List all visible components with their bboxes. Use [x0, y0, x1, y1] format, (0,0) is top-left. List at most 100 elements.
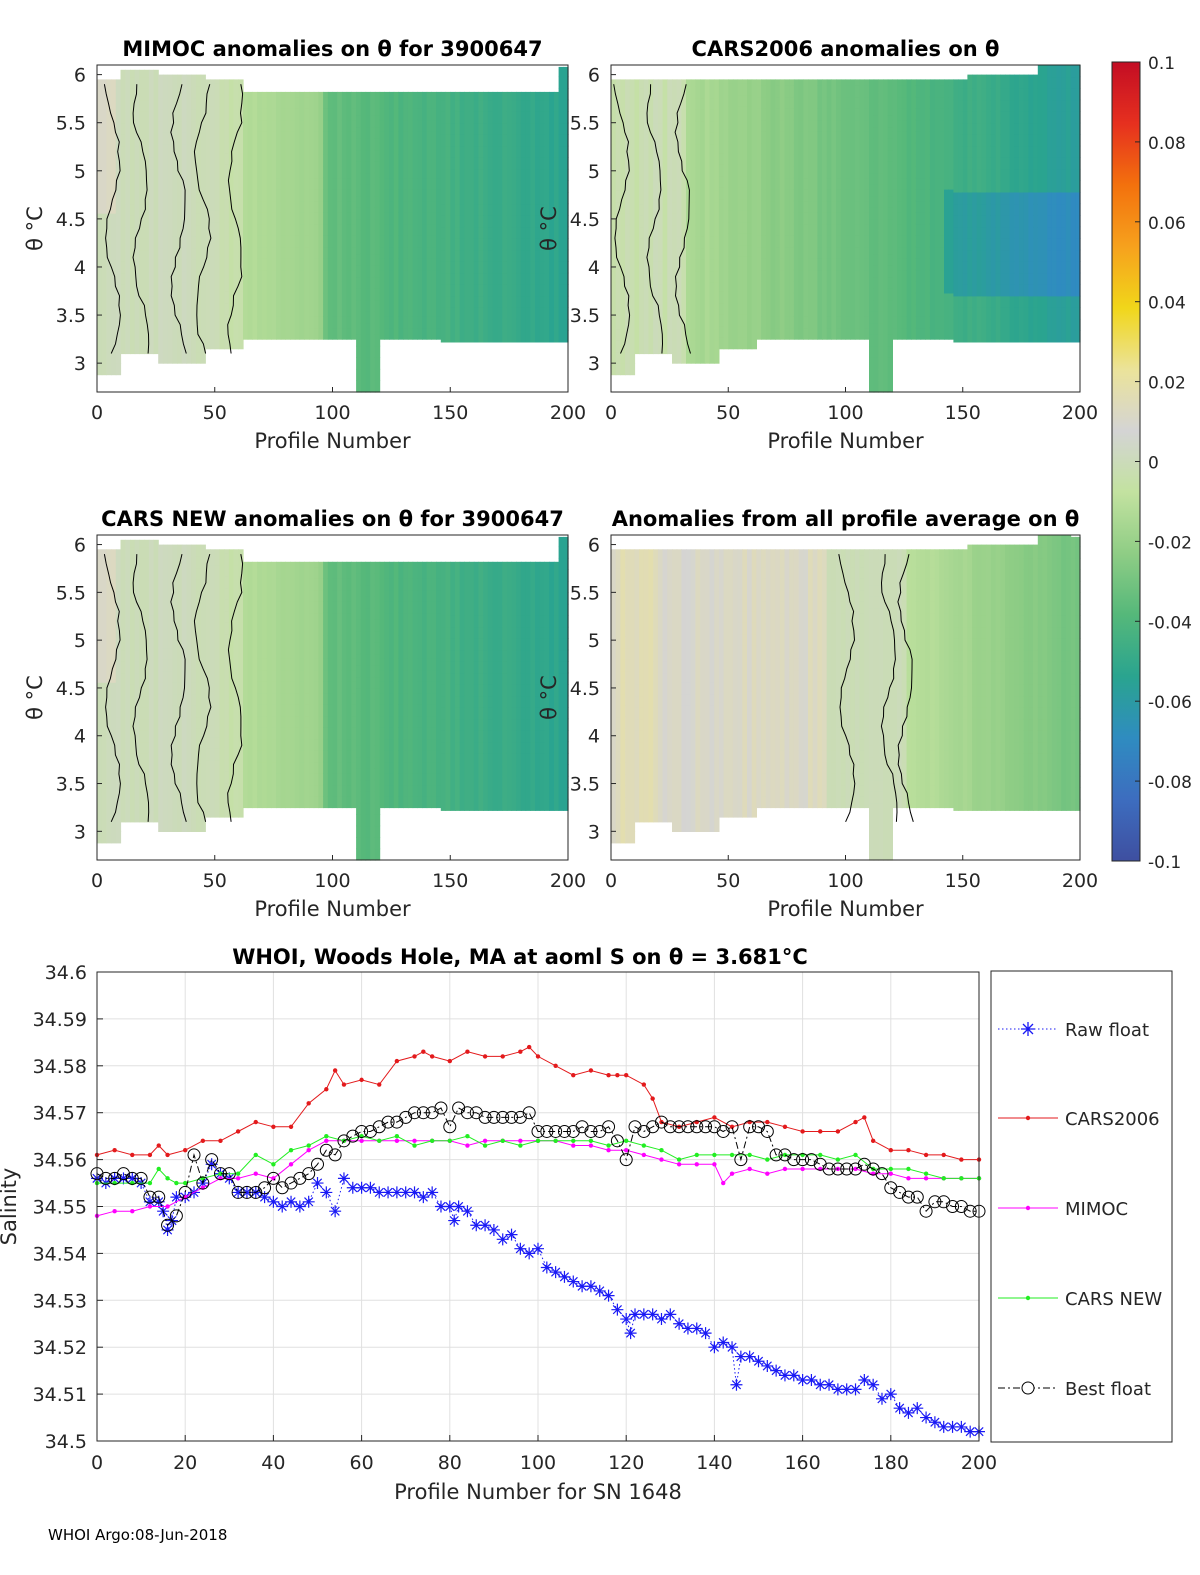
heatmap-cell — [831, 235, 837, 248]
heatmap-cell — [803, 281, 809, 294]
heatmap-cell — [473, 226, 480, 239]
x-tick-label: 50 — [716, 402, 740, 424]
heatmap-cell — [224, 221, 230, 234]
heatmap-cell — [436, 177, 442, 190]
heatmap-cell — [407, 119, 414, 132]
heatmap-cell — [732, 233, 739, 246]
heatmap-cell — [233, 164, 239, 177]
heatmap-cell — [756, 292, 762, 305]
heatmap-cell — [337, 96, 343, 109]
heatmap-cell — [195, 224, 202, 237]
heatmap-cell — [106, 282, 112, 295]
heatmap-cell — [233, 141, 239, 154]
heatmap-cell — [1070, 88, 1076, 101]
heatmap-cell — [337, 304, 343, 317]
heatmap-cell — [817, 154, 823, 167]
heatmap-cell — [125, 215, 131, 228]
heatmap-cell — [709, 178, 715, 191]
heatmap-cell — [294, 119, 301, 132]
heatmap-cell — [304, 258, 310, 271]
heatmap-cell — [944, 292, 950, 305]
heatmap-cell — [379, 96, 385, 109]
heatmap-cell — [1014, 88, 1020, 101]
heatmap-cell — [106, 751, 112, 764]
heatmap-cell — [285, 212, 291, 225]
heatmap-cell — [195, 236, 202, 249]
heatmap-cell — [878, 265, 884, 278]
heatmap-cell — [751, 187, 757, 200]
heatmap-cell — [502, 330, 508, 343]
heatmap-cell — [224, 152, 230, 165]
heatmap-cell — [869, 218, 875, 231]
heatmap-cell — [327, 304, 334, 317]
heatmap-cell — [195, 351, 202, 364]
heatmap-cell — [186, 340, 192, 353]
heatmap-cell — [549, 318, 555, 331]
heatmap-cell — [238, 164, 244, 177]
heatmap-cell — [1023, 203, 1029, 216]
heatmap-cell — [323, 131, 329, 144]
heatmap-cell — [629, 328, 636, 341]
heatmap-cell — [327, 327, 334, 340]
heatmap-cell — [309, 258, 315, 271]
heatmap-cell — [370, 103, 376, 116]
heatmap-cell — [483, 145, 489, 158]
heatmap-cell — [887, 115, 893, 128]
heatmap-cell — [393, 304, 399, 317]
heatmap-cell — [643, 249, 650, 262]
heatmap-cell — [360, 334, 367, 347]
heatmap-cell — [144, 295, 150, 308]
heatmap-cell — [653, 99, 659, 112]
heatmap-cell — [130, 69, 136, 78]
heatmap-cell — [356, 195, 362, 208]
heatmap-cell — [271, 235, 277, 248]
heatmap-cell — [271, 246, 277, 259]
heatmap-cell — [276, 96, 282, 109]
heatmap-cell — [1019, 261, 1025, 274]
heatmap-cell — [525, 226, 531, 239]
heatmap-cell — [459, 111, 465, 124]
heatmap-cell — [995, 134, 1001, 147]
heatmap-cell — [403, 189, 409, 202]
heatmap-cell — [990, 192, 997, 205]
heatmap-cell — [629, 109, 636, 122]
y-tick-label: 5.5 — [570, 113, 600, 135]
heatmap-cell — [869, 357, 875, 370]
heatmap-cell — [271, 327, 277, 340]
heatmap-cell — [695, 317, 701, 330]
heatmap-cell — [473, 145, 480, 158]
heatmap-cell — [662, 192, 668, 205]
heatmap-cell — [181, 236, 188, 249]
heatmap-cell — [751, 141, 757, 154]
heatmap-cell — [709, 305, 715, 318]
heatmap-cell — [511, 284, 517, 297]
heatmap-cell — [440, 307, 447, 320]
heatmap-cell — [892, 108, 898, 121]
heatmap-cell — [506, 122, 513, 135]
heatmap-cell — [214, 141, 221, 154]
heatmap-cell — [756, 269, 762, 282]
heatmap-cell — [981, 203, 987, 216]
heatmap-cell — [497, 122, 503, 135]
heatmap-cell — [280, 269, 286, 282]
heatmap-cell — [615, 201, 621, 214]
heatmap-cell — [313, 269, 319, 282]
heatmap-cell — [925, 292, 931, 305]
heatmap-cell — [944, 269, 950, 282]
heatmap-cell — [939, 108, 945, 121]
heatmap-cell — [346, 212, 352, 225]
heatmap-cell — [374, 334, 381, 347]
heatmap-cell — [525, 203, 531, 216]
heatmap-cell — [1033, 122, 1039, 135]
heatmap-cell — [1023, 111, 1029, 124]
heatmap-cell — [967, 330, 973, 343]
heatmap-cell — [285, 281, 291, 294]
heatmap-cell — [1005, 168, 1011, 181]
heatmap-cell — [798, 189, 804, 202]
heatmap-cell — [639, 99, 645, 112]
heatmap-cell — [765, 96, 772, 109]
heatmap-cell — [887, 288, 893, 301]
heatmap-cell — [558, 76, 564, 89]
heatmap-cell — [718, 221, 725, 234]
heatmap-cell — [544, 111, 550, 124]
